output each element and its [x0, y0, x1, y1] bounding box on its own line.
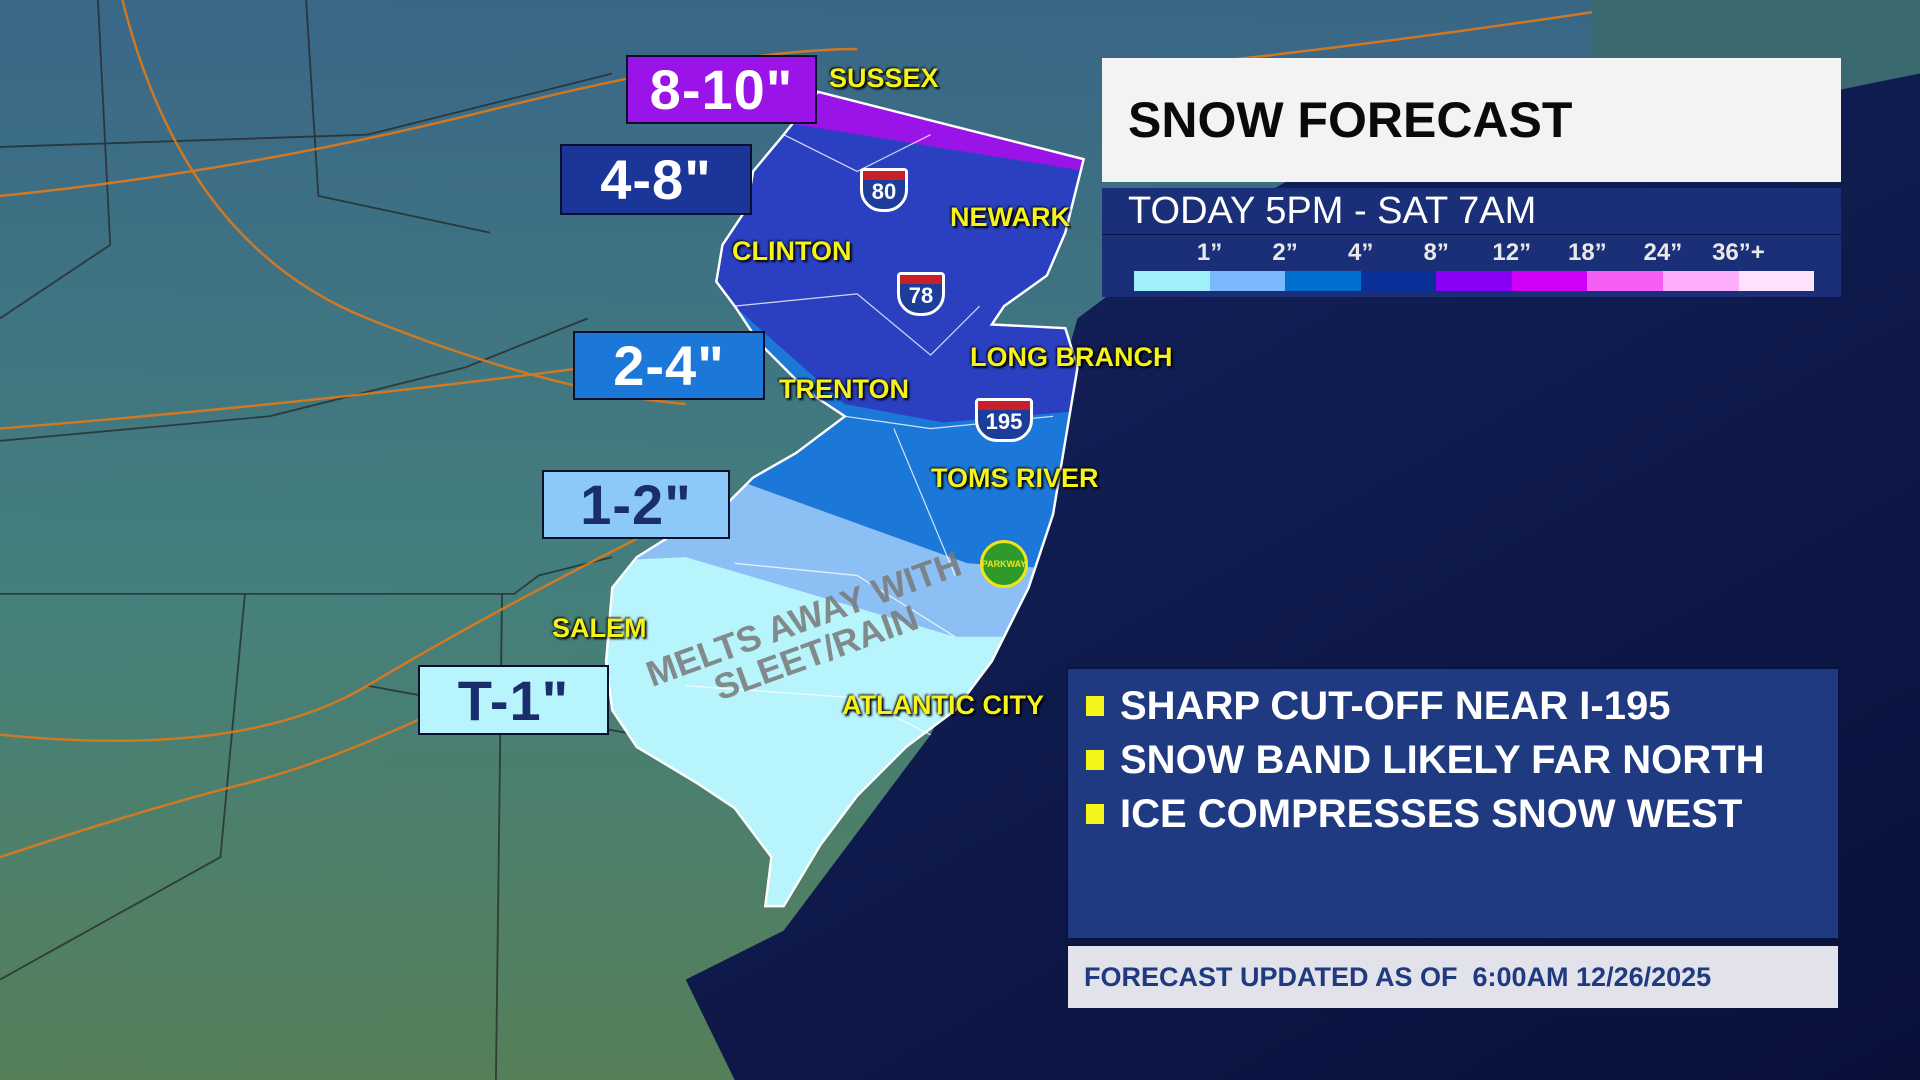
interstate-78-shield-icon: 78: [897, 272, 945, 316]
place-sussex: SUSSEX: [829, 63, 939, 93]
timeframe: TODAY 5PM - SAT 7AM: [1102, 188, 1841, 234]
legend-tick-label: 8”: [1423, 239, 1449, 266]
legend-swatch: [1360, 271, 1437, 291]
interstate-80-shield-icon: 80: [860, 168, 908, 212]
color-scale: 1” 2” 4” 8” 12” 18” 24” 36”+: [1102, 234, 1841, 297]
place-trenton: TRENTON: [779, 374, 910, 404]
legend-swatch: [1662, 271, 1739, 291]
legend-swatch: [1587, 271, 1663, 291]
note-item: ICE COMPRESSES SNOW WEST: [1086, 787, 1838, 841]
page-title: SNOW FORECAST: [1102, 58, 1841, 182]
legend-swatch: [1511, 271, 1588, 291]
notes-panel: SHARP CUT-OFF NEAR I-195 SNOW BAND LIKEL…: [1066, 667, 1840, 940]
legend-tick-label: 4”: [1347, 239, 1374, 266]
garden-state-parkway-icon: PARKWAY: [980, 540, 1028, 588]
accumulation-label-t-1: T-1": [418, 665, 609, 735]
accumulation-label-1-2: 1-2": [542, 470, 730, 539]
place-salem: SALEM: [552, 613, 647, 643]
accumulation-label-2-4: 2-4": [573, 331, 765, 400]
legend-tick-label: 12”: [1492, 239, 1532, 266]
legend-panel: SNOW FORECAST TODAY 5PM - SAT 7AM 1” 2” 4”…: [1102, 58, 1841, 297]
legend-swatch: [1738, 271, 1815, 291]
bullet-icon: [1086, 696, 1104, 716]
note-text: SHARP CUT-OFF NEAR I-195: [1120, 683, 1671, 728]
legend-tick-label: 1”: [1196, 239, 1223, 266]
legend-swatch: [1209, 271, 1286, 291]
forecast-updated-footer: FORECAST UPDATED AS OF 6:00AM 12/26/2025: [1066, 944, 1840, 1010]
legend-tick-label: 2”: [1272, 239, 1298, 266]
place-toms-river: TOMS RIVER: [931, 463, 1099, 493]
note-text: ICE COMPRESSES SNOW WEST: [1120, 791, 1743, 836]
place-atlantic-city: ATLANTIC CITY: [842, 690, 1044, 720]
interstate-195-shield-icon: 195: [975, 398, 1033, 442]
place-long-branch: LONG BRANCH: [970, 342, 1173, 372]
accumulation-label-4-8: 4-8": [560, 144, 752, 215]
legend-swatch: [1285, 271, 1361, 291]
legend-tick-label: 36”+: [1712, 239, 1765, 266]
legend-tick-label: 18”: [1567, 239, 1607, 266]
bullet-icon: [1086, 750, 1104, 770]
legend-swatch: [1134, 271, 1210, 291]
legend-swatch: [1436, 271, 1512, 291]
accumulation-label-8-10: 8-10": [626, 55, 817, 124]
note-text: SNOW BAND LIKELY FAR NORTH: [1120, 737, 1765, 782]
place-newark: NEWARK: [950, 202, 1070, 232]
note-item: SNOW BAND LIKELY FAR NORTH: [1086, 733, 1838, 787]
bullet-icon: [1086, 804, 1104, 824]
legend-tick-label: 24”: [1643, 239, 1683, 266]
place-clinton: CLINTON: [732, 236, 852, 266]
note-item: SHARP CUT-OFF NEAR I-195: [1086, 679, 1838, 733]
